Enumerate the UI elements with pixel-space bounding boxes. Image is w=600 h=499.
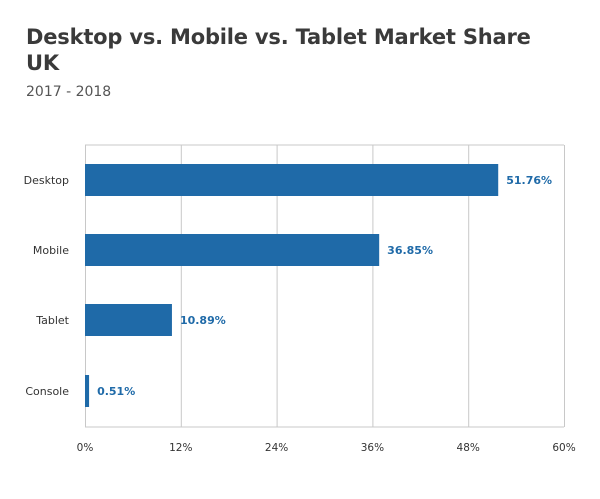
category-label: Desktop bbox=[24, 174, 69, 187]
value-label: 51.76% bbox=[506, 174, 552, 187]
value-label: 36.85% bbox=[387, 244, 433, 257]
category-label: Tablet bbox=[35, 314, 69, 327]
x-tick-label: 36% bbox=[361, 442, 384, 454]
x-tick-label: 48% bbox=[457, 442, 480, 454]
bar-desktop bbox=[85, 164, 499, 196]
bar-console bbox=[85, 375, 90, 407]
x-tick-label: 0% bbox=[77, 442, 94, 454]
bar-layer bbox=[85, 164, 499, 407]
x-tick-label: 60% bbox=[552, 442, 575, 454]
bar-mobile bbox=[85, 234, 380, 266]
chart-title: Desktop vs. Mobile vs. Tablet Market Sha… bbox=[26, 25, 531, 75]
x-tick-label: 24% bbox=[265, 442, 288, 454]
x-tick-label: 12% bbox=[169, 442, 192, 454]
label-layer: 0% 12% 24% 36% 48% 60% Desktop 51.76% Mobile 36.8… bbox=[24, 174, 576, 454]
category-label: Console bbox=[25, 385, 69, 398]
chart-subtitle: 2017 - 2018 bbox=[26, 84, 112, 100]
value-label: 10.89% bbox=[180, 314, 226, 327]
value-label: 0.51% bbox=[97, 385, 135, 398]
category-label: Mobile bbox=[33, 244, 69, 257]
bar-tablet bbox=[85, 304, 172, 336]
